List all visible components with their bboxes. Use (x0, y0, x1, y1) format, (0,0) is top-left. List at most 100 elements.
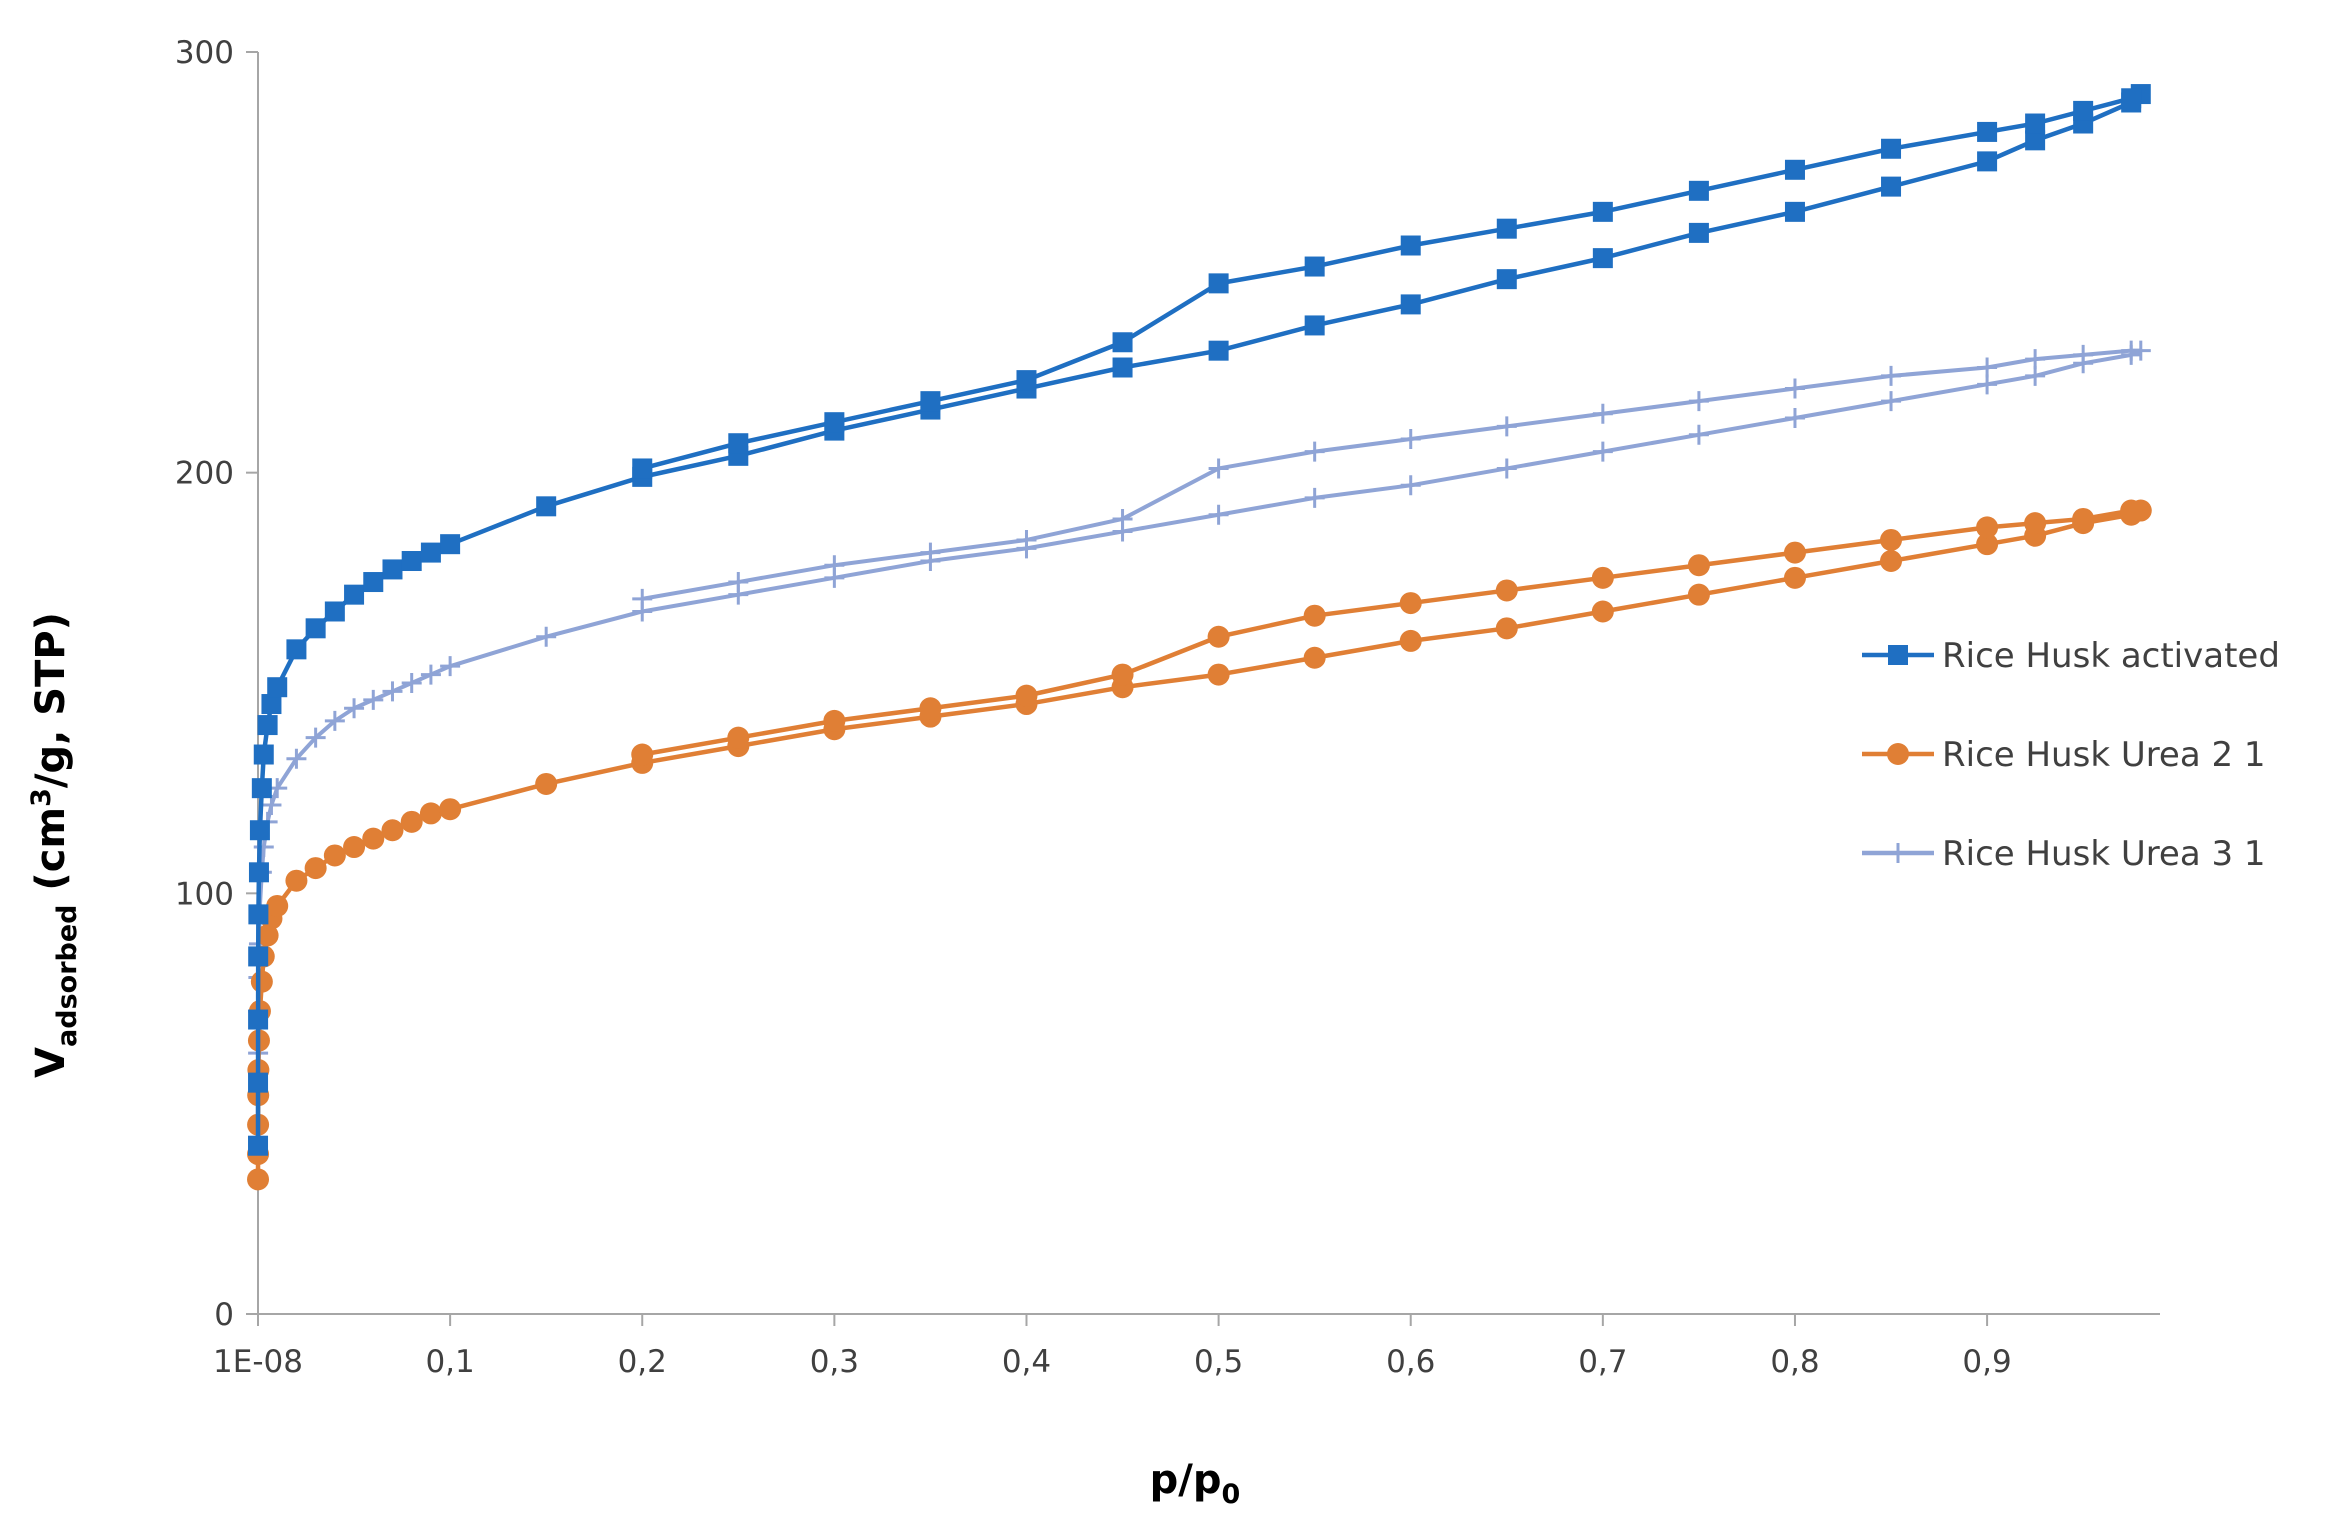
data-point (400, 810, 423, 833)
data-point (1880, 550, 1903, 573)
series-line (255, 91, 2144, 1146)
data-point (1208, 340, 1229, 361)
data-point (420, 664, 441, 685)
data-point (381, 819, 404, 842)
data-point (1400, 429, 1421, 450)
x-tick-label: 0,7 (1578, 1344, 1627, 1380)
data-point (1207, 625, 1230, 648)
data-point (631, 743, 654, 766)
data-point (248, 904, 269, 925)
data-point (1592, 201, 1613, 222)
data-point (1399, 629, 1422, 652)
data-point (248, 946, 269, 967)
data-point (401, 673, 422, 693)
data-point (1400, 294, 1421, 315)
data-point (401, 551, 422, 572)
data-point (1977, 357, 1998, 378)
data-point (823, 709, 846, 732)
axes (246, 51, 2160, 1326)
series-2 (248, 340, 2151, 1148)
data-point (1881, 176, 1902, 197)
data-point (285, 869, 308, 892)
data-point (420, 542, 441, 563)
x-axis-title-sub: 0 (1222, 1479, 1241, 1510)
data-point (1112, 508, 1133, 529)
data-point (323, 844, 346, 867)
data-point (305, 727, 326, 748)
series-line (256, 348, 2143, 1138)
data-point (248, 1009, 269, 1030)
data-point (261, 694, 282, 715)
data-point (1496, 458, 1517, 479)
data-point (1977, 121, 1998, 142)
data-point (1784, 378, 1805, 399)
data-point (2025, 113, 2046, 134)
data-point (2073, 344, 2094, 365)
y-tick-label: 100 (175, 876, 234, 912)
data-point (2025, 365, 2046, 386)
data-point (1208, 504, 1229, 525)
data-point (1303, 646, 1326, 669)
data-point (1207, 663, 1230, 686)
series-line (255, 508, 2144, 1180)
data-point (363, 572, 384, 593)
data-point (324, 710, 345, 731)
y-tick-label: 300 (175, 35, 234, 71)
data-point (253, 837, 274, 858)
x-tick-label: 1E-08 (213, 1344, 303, 1380)
data-point (1400, 475, 1421, 496)
data-point (920, 542, 941, 563)
data-point (1112, 332, 1133, 353)
data-point (2025, 130, 2046, 151)
data-point (727, 726, 750, 749)
data-point (440, 534, 461, 555)
data-point (248, 1135, 269, 1156)
data-point (2024, 512, 2047, 535)
data-point (439, 798, 462, 821)
data-point (1687, 554, 1710, 577)
data-point (1687, 583, 1710, 606)
data-point (728, 433, 749, 454)
y-axis-title-rest-b: /g, STP) (28, 612, 74, 788)
data-point (1688, 424, 1709, 445)
data-point (824, 412, 845, 433)
data-point (1784, 407, 1805, 428)
data-point (253, 744, 274, 765)
data-point (1496, 218, 1517, 239)
data-point (1976, 516, 1999, 539)
x-tick-label: 0,1 (425, 1344, 474, 1380)
legend-swatch-marker (1888, 843, 1908, 863)
data-point (2025, 349, 2046, 370)
x-tick-label: 0,8 (1770, 1344, 1819, 1380)
data-point (1881, 365, 1902, 386)
x-axis-title-main: p/p (1150, 1457, 1222, 1503)
data-point (363, 689, 384, 710)
data-point (1783, 541, 1806, 564)
data-point (2072, 507, 2095, 530)
x-tick-label: 0,6 (1386, 1344, 1435, 1380)
data-point (1784, 159, 1805, 180)
y-tick-label: 200 (175, 456, 234, 492)
data-point (1592, 248, 1613, 269)
data-point (1688, 180, 1709, 201)
data-point (286, 748, 307, 769)
data-point (251, 778, 272, 799)
data-point (304, 857, 327, 880)
legend-label: Rice Husk Urea 3 1 (1942, 834, 2266, 874)
data-point (535, 772, 558, 795)
data-point (344, 584, 365, 605)
data-point (1592, 441, 1613, 462)
legend: Rice Husk activated Rice Husk Urea 2 1 Ric… (1862, 636, 2280, 874)
data-point (1977, 151, 1998, 172)
data-point (419, 802, 442, 825)
legend-swatch-marker (1887, 743, 1909, 765)
data-point (1976, 533, 1999, 556)
data-point (1688, 222, 1709, 243)
data-point (1977, 374, 1998, 395)
data-point (824, 555, 845, 576)
data-point (249, 820, 270, 841)
data-point (250, 970, 273, 993)
tick-labels: 0 100 200 300 1E-08 0,1 0,2 0,3 0,4 0,5 0,6 0,7 0,8 0… (175, 35, 2012, 1380)
y-axis-title: Vadsorbed (cm3/g, STP) (26, 612, 83, 1078)
